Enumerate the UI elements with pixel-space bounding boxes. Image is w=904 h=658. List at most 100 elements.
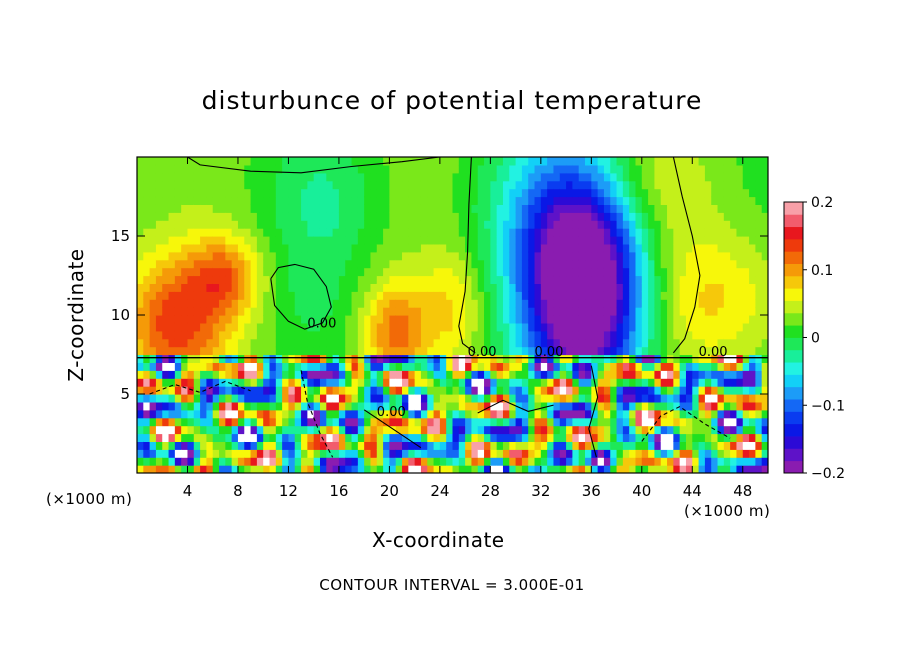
field-cell xyxy=(477,465,485,473)
field-cell xyxy=(547,362,555,371)
field-cell xyxy=(395,196,403,205)
field-cell xyxy=(181,204,189,213)
field-cell xyxy=(559,370,567,379)
field-cell xyxy=(685,338,693,348)
field-cell xyxy=(641,449,649,458)
field-cell xyxy=(351,188,359,198)
field-cell xyxy=(174,433,182,442)
field-cell xyxy=(484,259,491,269)
field-cell xyxy=(313,251,321,261)
field-cell xyxy=(692,157,700,166)
field-cell xyxy=(420,236,428,245)
field-cell xyxy=(155,291,163,300)
field-cell xyxy=(402,243,409,253)
field-cell xyxy=(181,409,189,419)
field-cell xyxy=(723,157,731,166)
field-cell xyxy=(225,259,233,269)
field-cell xyxy=(667,315,674,324)
field-cell xyxy=(566,330,573,340)
field-cell xyxy=(515,346,523,356)
field-cell xyxy=(509,243,517,253)
field-cell xyxy=(635,251,643,261)
field-cell xyxy=(187,157,195,166)
field-cell xyxy=(578,378,586,387)
field-cell xyxy=(528,315,536,324)
field-cell xyxy=(673,315,681,324)
field-cell xyxy=(351,457,359,466)
field-cell xyxy=(282,172,290,182)
field-cell xyxy=(603,157,611,166)
field-cell xyxy=(402,386,409,395)
field-cell xyxy=(332,386,340,395)
field-cell xyxy=(149,386,157,395)
field-cell xyxy=(704,267,712,277)
field-cell xyxy=(294,172,302,182)
field-cell xyxy=(742,449,750,458)
field-cell xyxy=(667,330,674,340)
field-cell xyxy=(629,228,637,237)
field-cell xyxy=(439,409,447,419)
field-cell xyxy=(376,378,384,387)
field-cell xyxy=(345,457,353,466)
field-cell xyxy=(155,449,163,458)
field-cell xyxy=(629,409,637,419)
field-cell xyxy=(351,172,359,182)
field-cell xyxy=(155,315,163,324)
zero-contour-left xyxy=(458,157,476,354)
field-cell xyxy=(528,291,536,300)
field-cell xyxy=(370,251,378,261)
field-cell xyxy=(471,220,479,229)
field-cell xyxy=(629,172,637,182)
field-cell xyxy=(610,188,618,198)
field-cell xyxy=(193,299,201,308)
field-cell xyxy=(629,283,637,292)
field-cell xyxy=(471,330,479,340)
colorbar-swatch xyxy=(784,349,803,363)
field-cell xyxy=(477,275,485,284)
field-cell xyxy=(566,157,573,166)
field-cell xyxy=(294,386,302,395)
field-cell xyxy=(755,283,763,292)
field-cell xyxy=(540,417,548,427)
field-cell xyxy=(439,188,447,198)
field-cell xyxy=(143,291,151,300)
field-cell xyxy=(181,433,189,442)
field-cell xyxy=(458,394,466,403)
field-cell xyxy=(402,267,409,277)
field-cell xyxy=(225,291,233,300)
field-cell xyxy=(559,204,567,213)
field-cell xyxy=(704,425,712,435)
field-cell xyxy=(559,283,567,292)
field-cell xyxy=(622,157,630,166)
field-cell xyxy=(250,465,258,473)
field-cell xyxy=(667,362,674,371)
field-cell xyxy=(162,157,170,166)
field-cell xyxy=(427,449,435,458)
field-cell xyxy=(137,283,144,292)
field-cell xyxy=(326,157,334,166)
field-cell xyxy=(761,449,768,458)
field-cell xyxy=(402,204,409,213)
field-cell xyxy=(572,220,580,229)
field-cell xyxy=(622,283,630,292)
field-cell xyxy=(332,409,340,419)
field-cell xyxy=(553,196,561,205)
field-cell xyxy=(219,322,226,332)
field-cell xyxy=(149,291,157,300)
field-cell xyxy=(528,409,536,419)
field-cell xyxy=(540,433,548,442)
field-cell xyxy=(383,275,390,284)
field-cell xyxy=(502,220,510,229)
field-cell xyxy=(420,157,428,166)
field-cell xyxy=(654,267,662,277)
field-cell xyxy=(307,449,315,458)
field-cell xyxy=(155,267,163,277)
field-cell xyxy=(685,180,693,190)
field-cell xyxy=(420,291,428,300)
field-cell xyxy=(635,275,643,284)
field-cell xyxy=(717,157,725,166)
field-cell xyxy=(149,449,157,458)
field-cell xyxy=(484,228,491,237)
field-cell xyxy=(237,378,245,387)
field-cell xyxy=(547,417,555,427)
